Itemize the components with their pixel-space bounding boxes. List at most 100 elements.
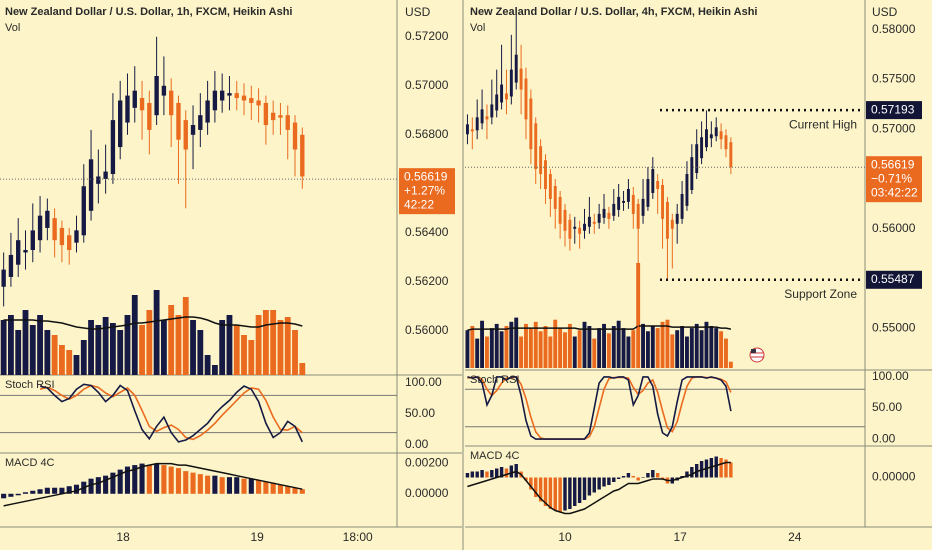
macd-label: MACD 4C <box>470 450 520 462</box>
stoch-tick-label: 100.00 <box>872 369 909 383</box>
macd-tick-label: 0.00200 <box>405 456 449 470</box>
candle-body <box>495 94 499 111</box>
volume-bar <box>470 326 475 368</box>
volume-bar <box>567 323 572 368</box>
macd-histogram-bar <box>95 477 101 494</box>
volume-bar <box>645 331 650 368</box>
volume-label: Vol <box>470 22 485 34</box>
volume-bar <box>582 321 587 368</box>
volume-bar <box>190 320 196 375</box>
volume-bar <box>660 321 665 368</box>
macd-histogram-bar <box>480 470 484 478</box>
candle-body <box>234 93 239 99</box>
stoch-d-line <box>467 375 732 440</box>
x-tick-label: 18:00 <box>343 530 373 544</box>
candle-body <box>1 269 6 287</box>
currency-label: USD <box>405 5 431 19</box>
candle-body <box>729 142 733 168</box>
volume-bar <box>533 321 538 368</box>
volume-bar <box>538 331 543 368</box>
y-tick-label: 0.55000 <box>872 320 916 334</box>
volume-bar <box>616 320 621 368</box>
volume-bar <box>509 321 514 368</box>
macd-histogram-bar <box>263 481 269 494</box>
volume-bar <box>465 330 470 368</box>
candle-body <box>212 90 218 111</box>
macd-histogram-bar <box>103 475 109 494</box>
macd-histogram-bar <box>729 462 733 478</box>
macd-histogram-bar <box>270 483 276 494</box>
macd-histogram-bar <box>719 458 723 478</box>
volume-label: Vol <box>5 22 20 34</box>
macd-tick-label: 0.00000 <box>405 486 449 500</box>
macd-histogram-bar <box>612 477 616 482</box>
macd-histogram-bar <box>602 477 606 487</box>
stoch-k-line <box>39 383 304 443</box>
x-tick-label: 17 <box>673 530 687 544</box>
volume-bar <box>182 297 189 375</box>
candle-body <box>700 137 704 159</box>
candle-body <box>617 196 621 210</box>
stoch-tick-label: 50.00 <box>872 400 902 414</box>
macd-histogram-bar <box>475 471 479 478</box>
candle-body <box>263 102 269 125</box>
candle-body <box>626 188 630 202</box>
candle-body <box>110 120 116 175</box>
macd-histogram-bar <box>15 493 21 496</box>
macd-histogram-bar <box>655 473 660 478</box>
candle-body <box>465 124 469 135</box>
macd-tick-label: 0.00000 <box>872 470 916 484</box>
volume-bar <box>572 336 577 368</box>
macd-histogram-bar <box>241 478 247 494</box>
volume-bar <box>670 334 675 368</box>
candle-body <box>480 109 484 124</box>
candle-body <box>675 213 679 224</box>
y-tick-label: 0.57500 <box>872 72 916 86</box>
candle-body <box>568 219 572 239</box>
volume-bar <box>73 355 80 375</box>
volume-bar <box>558 328 563 368</box>
macd-histogram-bar <box>651 470 655 478</box>
candle-body <box>500 84 504 103</box>
macd-histogram-bar <box>299 489 305 494</box>
volume-bar <box>51 335 58 375</box>
candle-body <box>656 181 660 189</box>
volume-bar <box>146 310 153 375</box>
candle-body <box>37 215 43 241</box>
stoch-tick-label: 0.00 <box>405 437 429 451</box>
candle-body <box>583 223 586 231</box>
volume-bar <box>292 330 298 375</box>
y-tick-label: 0.56200 <box>405 274 449 288</box>
macd-histogram-bar <box>563 477 567 511</box>
volume-bar <box>499 331 504 368</box>
price-change: −0.71% <box>871 171 912 185</box>
candle-body <box>597 213 601 223</box>
volume-bar <box>685 336 689 368</box>
candle-body <box>300 134 305 177</box>
volume-bar <box>8 315 14 375</box>
macd-histogram-bar <box>234 477 240 494</box>
volume-bar <box>592 338 597 368</box>
macd-histogram-bar <box>499 467 504 478</box>
macd-histogram-bar <box>73 484 80 494</box>
level-annotation: Support Zone <box>784 287 857 301</box>
volume-bar <box>29 325 36 375</box>
candle-body <box>636 203 640 229</box>
candle-body <box>67 235 72 250</box>
macd-histogram-bar <box>558 477 562 512</box>
candle-body <box>646 179 650 207</box>
stoch-label: Stoch RSI <box>470 374 520 386</box>
candle-body <box>23 250 28 253</box>
volume-bar <box>563 332 567 368</box>
volume-bar <box>699 330 704 368</box>
candle-body <box>553 185 557 209</box>
candle-body <box>651 169 655 193</box>
macd-histogram-bar <box>568 477 572 509</box>
candle-body <box>8 254 14 277</box>
volume-bar <box>611 326 616 368</box>
candle-body <box>139 98 145 111</box>
candle-body <box>544 160 547 189</box>
macd-histogram-bar <box>534 477 538 497</box>
macd-histogram-bar <box>465 473 470 478</box>
candle-body <box>558 196 562 224</box>
